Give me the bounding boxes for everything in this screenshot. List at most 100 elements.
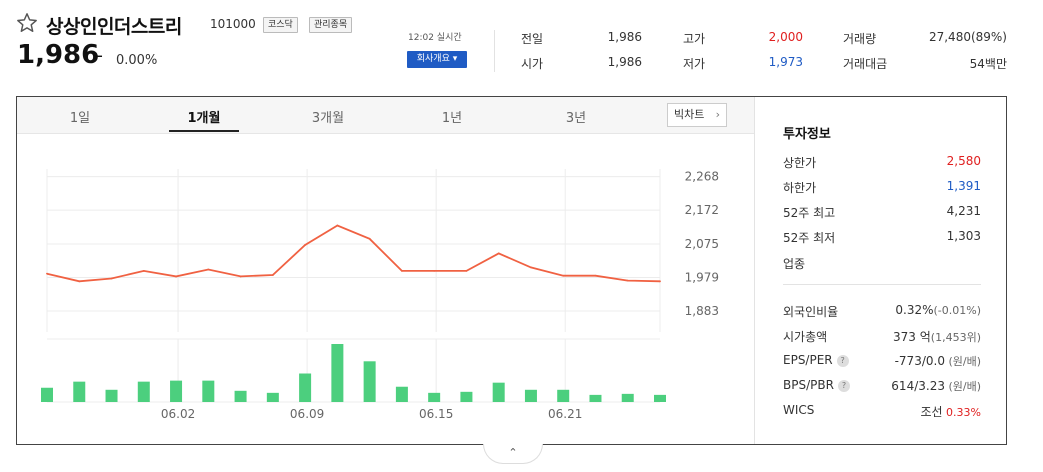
quote-label: 고가 [683, 32, 706, 46]
volume-bar [589, 394, 602, 402]
tab-1day[interactable]: 1일 [69, 111, 91, 126]
info-label-text: EPS/PER [783, 353, 833, 367]
change-percent: 0.00% [116, 53, 158, 68]
company-overview-button[interactable]: 회사개요 ▾ [407, 51, 467, 68]
info-label: 하한가 [783, 181, 817, 195]
help-question-icon[interactable]: ? [837, 380, 850, 392]
info-value-sub: (원/배) [944, 355, 981, 368]
volume-bar [428, 392, 441, 402]
quote-value: 2,000 [768, 30, 803, 44]
volume-bar [363, 361, 376, 402]
info-value-sub: (원/배) [944, 380, 981, 393]
quote-label: 시가 [521, 57, 544, 71]
managed-stock-badge: 관리종목 [309, 17, 353, 33]
volume-bar [557, 389, 570, 402]
volume-bar [137, 381, 150, 402]
quote-value: 1,986 [607, 30, 642, 44]
y-tick-label: 2,075 [685, 237, 719, 251]
quote-label: 저가 [683, 57, 706, 71]
quote-label: 전일 [521, 32, 544, 46]
quote-label: 거래량 [843, 32, 877, 46]
volume-bar [73, 381, 86, 402]
volume-bar [266, 392, 279, 402]
info-value-sub: (1,453위) [930, 331, 981, 344]
quote-value: 1,986 [607, 55, 642, 69]
collapse-toggle-button[interactable]: ⌃ [483, 444, 543, 464]
volume-bar [331, 344, 344, 402]
info-value-sub: 0.33% [942, 406, 981, 419]
price-chart: 2,268 2,172 2,075 1,979 1,883 06.02 06.09 06.1… [41, 169, 719, 421]
period-tabs: 1일 1개월 3개월 1년 3년 빅차트 › [17, 97, 754, 134]
volume-bar [299, 373, 312, 402]
x-tick-label: 06.21 [548, 407, 582, 421]
info-value[interactable]: 조선 0.33% [920, 403, 981, 420]
info-value-main: 조선 [920, 405, 943, 419]
price-line [46, 224, 661, 283]
info-value: 614/3.23 (원/배) [891, 378, 981, 394]
volume-bar [460, 391, 473, 402]
info-label: WICS [783, 403, 815, 417]
volume-bar [41, 387, 53, 402]
favorite-star-icon[interactable] [16, 12, 38, 34]
help-question-icon[interactable]: ? [836, 355, 849, 367]
volume-bar [524, 389, 537, 402]
change-direction-icon: – [93, 43, 103, 67]
info-value-main: -773/0.0 [894, 354, 945, 368]
info-label: 외국인비율 [783, 305, 839, 319]
info-label-text: BPS/PBR [783, 378, 834, 392]
header-divider [494, 30, 495, 72]
y-tick-label: 2,172 [685, 203, 719, 217]
tab-1month[interactable]: 1개월 [187, 111, 221, 126]
quote-value: 54백만 [969, 57, 1007, 71]
volume-bar [170, 380, 183, 402]
info-value-main: 614/3.23 [891, 379, 945, 393]
quote-value: 1,973 [768, 55, 803, 69]
volume-bar [621, 393, 634, 402]
market-badge: 코스닥 [263, 17, 298, 33]
stock-code: 101000 [210, 17, 256, 31]
stock-name: 상상인인더스트리 [46, 16, 182, 38]
info-value: -773/0.0 (원/배) [895, 353, 981, 369]
x-tick-label: 06.02 [161, 407, 195, 421]
info-label: BPS/PBR? [783, 378, 850, 392]
info-label[interactable]: 업종 [783, 257, 806, 271]
big-chart-button[interactable]: 빅차트 › [667, 103, 727, 127]
info-label: 상한가 [783, 156, 817, 170]
tab-1year[interactable]: 1년 [441, 111, 463, 126]
chevron-right-icon: › [715, 108, 720, 121]
tab-3year[interactable]: 3년 [565, 111, 587, 126]
panel-divider [754, 97, 755, 444]
info-label: 52주 최저 [783, 231, 836, 245]
info-value: 4,231 [946, 204, 981, 218]
volume-bar [654, 394, 666, 402]
y-tick-label: 1,979 [685, 270, 719, 284]
active-tab-indicator [169, 130, 239, 132]
info-label: 52주 최고 [783, 206, 836, 220]
info-value: 2,580 [946, 154, 981, 168]
tab-3month[interactable]: 3개월 [311, 111, 345, 126]
y-tick-label: 2,268 [685, 170, 719, 184]
quote-value: 27,480(89%) [928, 30, 1007, 44]
volume-bar [492, 382, 505, 402]
info-divider [783, 284, 981, 285]
volume-bar [234, 390, 247, 402]
volume-bar [395, 386, 408, 402]
info-label: EPS/PER? [783, 353, 849, 367]
volume-bar [202, 380, 215, 402]
info-value-sub: (-0.01%) [933, 304, 982, 317]
info-value-main: 373 억 [893, 330, 931, 344]
chart-panel: 1일 1개월 3개월 1년 3년 빅차트 › 2,268 2,172 2,075 1,… [16, 96, 1007, 445]
x-tick-label: 06.09 [290, 407, 324, 421]
y-tick-label: 1,883 [685, 304, 719, 318]
x-tick-label: 06.15 [419, 407, 453, 421]
info-value: 1,303 [946, 229, 981, 243]
quote-label: 거래대금 [843, 57, 888, 71]
investment-info-title: 투자정보 [783, 127, 831, 142]
realtime-timestamp: 12:02 실시간 [408, 33, 462, 43]
info-value: 373 억(1,453위) [893, 328, 981, 345]
big-chart-label: 빅차트 [674, 108, 705, 121]
volume-bar [105, 389, 118, 402]
info-label: 시가총액 [783, 330, 828, 344]
chevron-up-icon: ⌃ [508, 446, 518, 459]
current-price: 1,986 [17, 40, 100, 70]
